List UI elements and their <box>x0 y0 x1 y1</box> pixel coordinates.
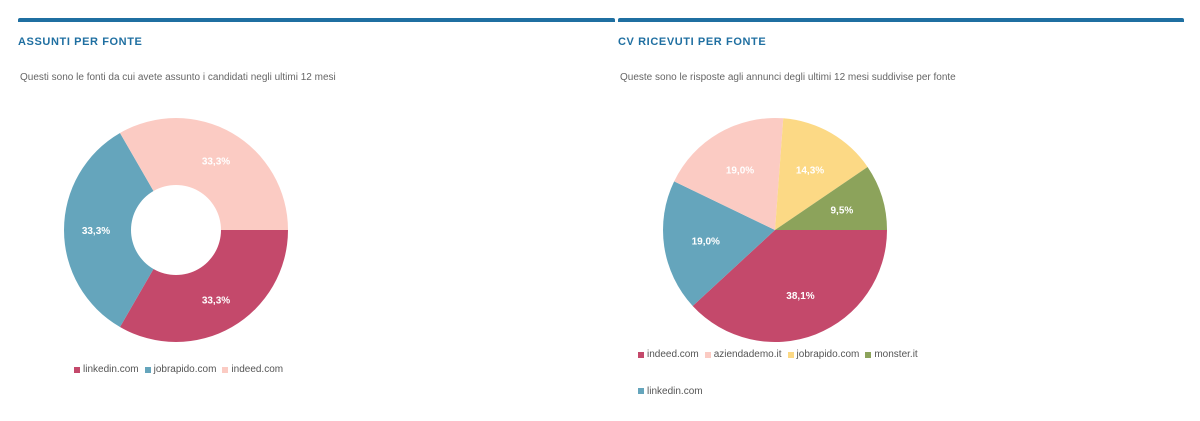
panel-title: ASSUNTI PER FONTE <box>18 36 143 48</box>
chart-legend: indeed.com aziendademo.it jobrapido.com mon… <box>638 346 938 401</box>
hires-by-source-panel: ASSUNTI PER FONTE Questi sono le fonti d… <box>18 18 615 418</box>
slice-label-jobrapido-com: 33,3% <box>82 226 110 237</box>
legend-item-jobrapido-com[interactable]: jobrapido.com <box>787 346 860 364</box>
legend-item-monster-it[interactable]: monster.it <box>865 346 918 364</box>
legend-swatch <box>704 352 711 358</box>
legend-swatch <box>144 366 151 373</box>
hires-doughnut-chart: 33,3% 33,3% 33,3% <box>64 118 288 342</box>
cv-pie-chart: 38,1% 19,0% 19,0% 14,3% 9,5% <box>663 118 887 343</box>
legend-swatch <box>222 366 229 373</box>
panel-subtitle: Queste sono le risposte agli annunci deg… <box>620 72 956 83</box>
legend-item-indeed-com[interactable]: indeed.com <box>222 364 283 375</box>
legend-swatch <box>865 352 872 358</box>
legend-item-linkedin-com[interactable]: linkedin.com <box>74 364 139 375</box>
legend-label: indeed.com <box>231 364 284 375</box>
legend-label: indeed.com <box>647 349 699 360</box>
pie-slice-aziendademo-it[interactable] <box>674 118 784 230</box>
slice-label-monster-it: 9,5% <box>831 205 854 216</box>
legend-label: monster.it <box>874 349 918 360</box>
legend-swatch <box>787 352 794 358</box>
pie-slice-monster-it[interactable] <box>775 166 887 230</box>
panel-subtitle: Questi sono le fonti da cui avete assunt… <box>20 72 336 83</box>
legend-label: aziendademo.it <box>713 349 782 360</box>
legend-label: linkedin.com <box>647 386 703 397</box>
legend-swatch <box>638 352 644 358</box>
legend-swatch <box>638 388 644 394</box>
legend-item-indeed-com[interactable]: indeed.com <box>638 346 699 364</box>
pie-slice-jobrapido-com[interactable] <box>64 133 154 327</box>
legend-item-linkedin-com[interactable]: linkedin.com <box>638 383 932 401</box>
panel-title: CV RICEVUTI PER FONTE <box>618 36 767 48</box>
legend-label: linkedin.com <box>83 364 139 375</box>
pie-slice-indeed-com[interactable] <box>692 230 887 343</box>
legend-item-aziendademo-it[interactable]: aziendademo.it <box>704 346 782 364</box>
legend-swatch <box>74 366 80 373</box>
pie-slice-jobrapido-com[interactable] <box>775 118 868 230</box>
slice-label-indeed-com: 38,1% <box>786 291 814 302</box>
legend-label: jobrapido.com <box>796 349 860 360</box>
pie-slice-indeed-com[interactable] <box>120 118 288 230</box>
slice-label-linkedin-com: 33,3% <box>202 295 230 306</box>
cv-by-source-panel: CV RICEVUTI PER FONTE Queste sono le ris… <box>618 18 1184 418</box>
pie-slice-linkedin-com[interactable] <box>663 181 775 306</box>
slice-label-aziendademo-it: 19,0% <box>726 165 754 176</box>
slice-label-jobrapido-com: 14,3% <box>796 165 824 176</box>
legend-label: jobrapido.com <box>153 364 217 375</box>
pie-slice-linkedin-com[interactable] <box>120 230 288 342</box>
slice-label-linkedin-com: 19,0% <box>692 236 720 247</box>
slice-label-indeed-com: 33,3% <box>202 157 230 168</box>
chart-legend: linkedin.com jobrapido.com indeed.com <box>74 364 289 376</box>
legend-item-jobrapido-com[interactable]: jobrapido.com <box>144 364 217 375</box>
